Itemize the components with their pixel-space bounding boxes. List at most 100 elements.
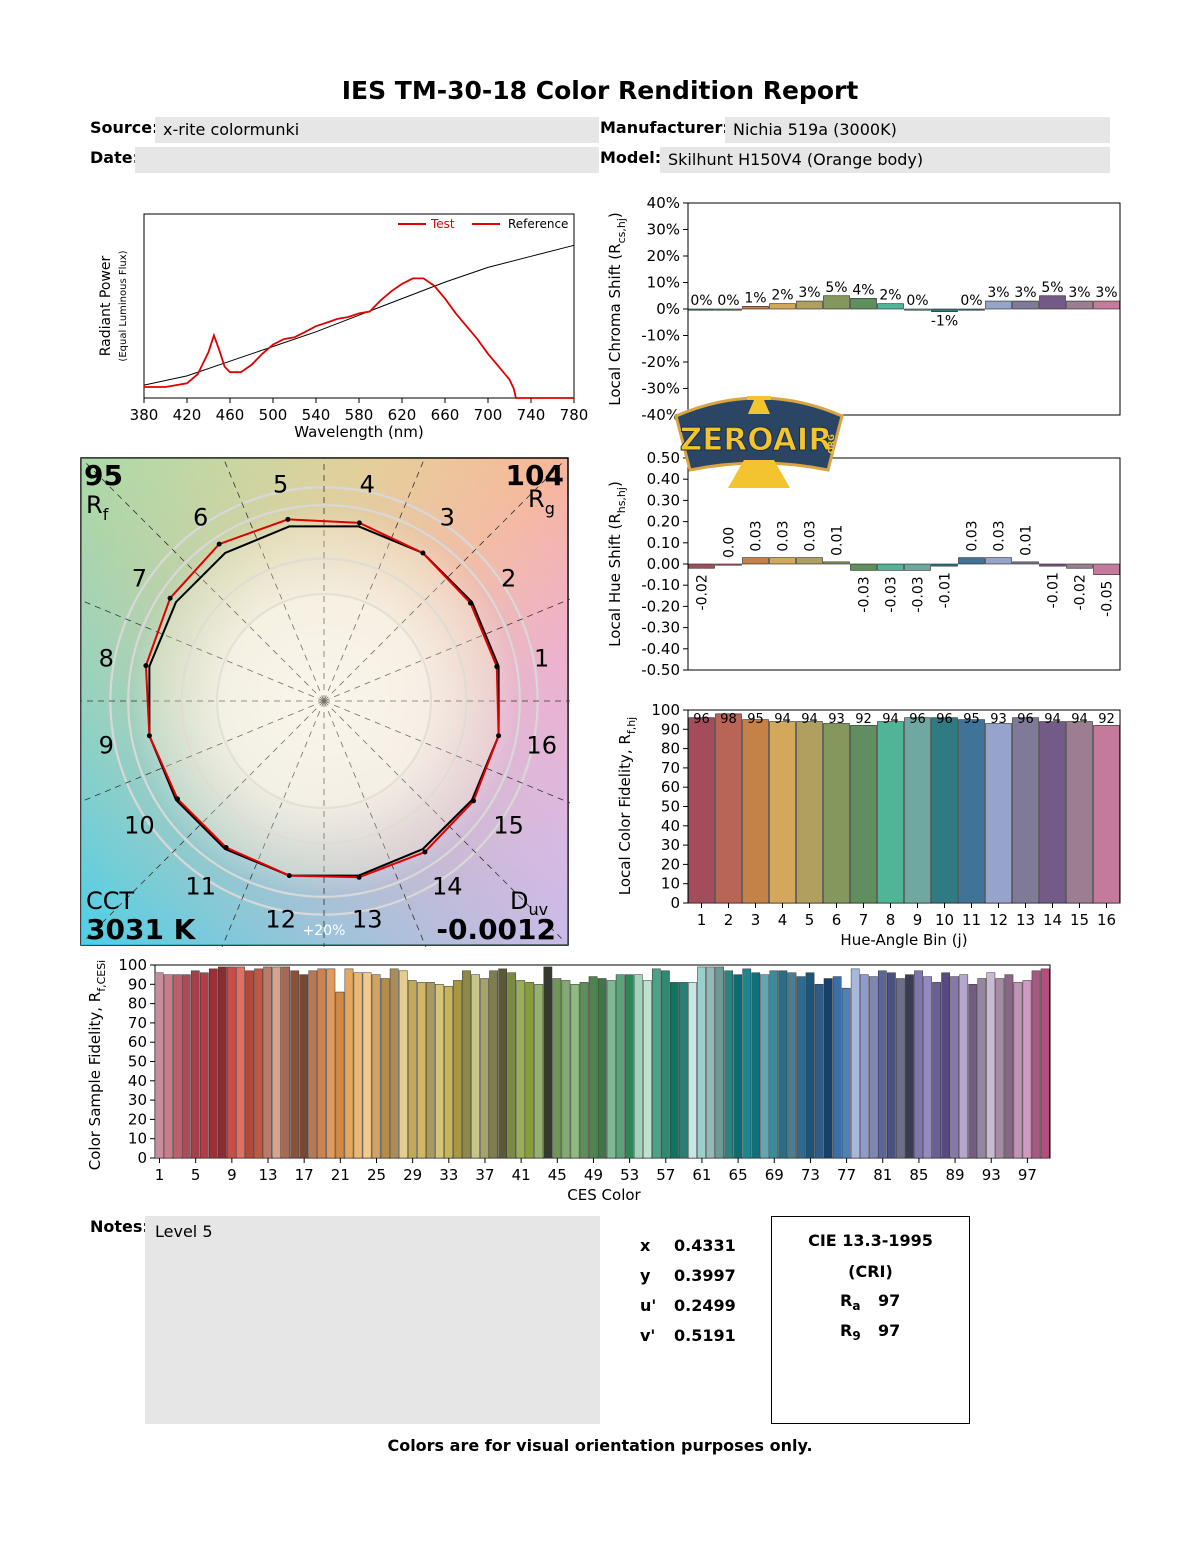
- cvg-bin-label-9: 9: [99, 731, 114, 759]
- lf-xtick-label: 10: [935, 911, 954, 929]
- ces-xtick-label: 57: [656, 1166, 675, 1184]
- cvg-bin-label-8: 8: [99, 645, 114, 673]
- logo-text: ZEROAIR: [680, 422, 833, 458]
- lf-ytick-label: 100: [651, 701, 680, 719]
- ces-xtick-label: 53: [620, 1166, 639, 1184]
- cvg-bin-label-3: 3: [440, 503, 455, 531]
- spd-xtick-label: 580: [345, 406, 374, 424]
- manufacturer-field: Nichia 519a (3000K): [725, 117, 1110, 143]
- ces-bar-2: [163, 974, 173, 1159]
- ces-bar-36: [471, 974, 480, 1159]
- v-prime-label: v': [640, 1326, 656, 1345]
- hue-bar-label: -0.03: [884, 576, 900, 612]
- u-prime-value: 0.2499: [674, 1296, 736, 1315]
- ces-xtick-label: 69: [765, 1166, 784, 1184]
- cvg-arrow-head: [494, 664, 500, 670]
- ces-bar-1: [154, 972, 164, 1159]
- ces-bar-51: [606, 980, 616, 1159]
- spd-xtick-label: 740: [517, 406, 546, 424]
- cvg-arrow-head: [356, 874, 362, 880]
- chroma-bar-16: [1093, 300, 1120, 310]
- ces-bar-44: [543, 966, 553, 1159]
- report-title: IES TM-30-18 Color Rendition Report: [341, 76, 859, 105]
- ces-bar-16: [290, 970, 300, 1159]
- hue-bar-label: 0.03: [803, 520, 819, 551]
- logo-tower-icon: [747, 396, 771, 414]
- ces-xtick-label: 25: [367, 1166, 386, 1184]
- lf-bar-12: [985, 723, 1012, 904]
- chroma-bar-4: [769, 303, 796, 310]
- chroma-bar-13: [1012, 300, 1039, 310]
- cvg-arrow-head: [146, 733, 152, 739]
- notes-box: Level 5: [145, 1216, 600, 1424]
- ces-ytick-label: 30: [128, 1091, 147, 1109]
- lf-ytick-label: 90: [661, 720, 680, 738]
- cvg-arrow-head: [422, 849, 428, 855]
- cvg-arrow-head: [468, 600, 473, 606]
- hue-bar-11: [958, 557, 985, 565]
- cvg-bin-label-10: 10: [124, 811, 155, 839]
- ces-xtick-label: 17: [295, 1166, 314, 1184]
- hue-bar-label: -0.02: [1073, 574, 1089, 610]
- ces-bar-52: [615, 974, 625, 1159]
- chroma-bar-label: 1%: [744, 290, 766, 306]
- hue-bar-15: [1066, 563, 1093, 569]
- lf-bar-label: 94: [801, 712, 818, 727]
- chroma-bar-label: 3%: [987, 285, 1009, 301]
- spd-xtick-label: 460: [216, 406, 245, 424]
- cct-value: 3031 K: [86, 913, 197, 946]
- hue-bar-label: -0.03: [911, 576, 927, 612]
- cvg-bin-label-1: 1: [534, 645, 549, 673]
- ces-bar-99: [1040, 968, 1050, 1159]
- ces-xtick-label: 1: [155, 1166, 165, 1184]
- ces-bar-96: [1013, 982, 1023, 1159]
- ces-bar-69: [769, 970, 779, 1159]
- ces-bar-41: [516, 980, 526, 1159]
- ces-bar-4: [181, 974, 191, 1159]
- cvg-arrow-head: [356, 520, 362, 526]
- chroma-ylabel: Local Chroma Shift (Rcs,hj): [606, 212, 628, 406]
- cvg-spoke: [80, 599, 325, 702]
- hue-bar-12: [985, 557, 1012, 565]
- ces-xtick-label: 81: [873, 1166, 892, 1184]
- r9-value: 97: [878, 1321, 901, 1340]
- hue-ytick-label: -0.20: [641, 597, 680, 615]
- ces-bar-24: [362, 972, 372, 1159]
- lf-bar-label: 96: [693, 712, 710, 727]
- ces-bar-88: [941, 972, 951, 1159]
- hue-ytick-label: 0.00: [647, 555, 680, 573]
- ces-bar-37: [480, 978, 489, 1159]
- lf-xtick-label: 13: [1016, 911, 1035, 929]
- duv-value: -0.0012: [436, 913, 556, 946]
- cri-title: CIE 13.3-1995: [808, 1231, 933, 1250]
- chroma-bar-label: 3%: [1095, 285, 1117, 301]
- ces-bar-19: [317, 968, 327, 1159]
- ces-bar-64: [724, 970, 734, 1159]
- ces-xtick-label: 93: [982, 1166, 1001, 1184]
- ces-bar-97: [1022, 980, 1032, 1159]
- lf-bar-label: 92: [855, 712, 872, 727]
- chroma-ytick-label: -40%: [641, 406, 680, 424]
- ces-bar-55: [642, 980, 652, 1159]
- ces-bar-81: [877, 970, 887, 1159]
- cvg-spoke: [83, 700, 325, 942]
- ces-ytick-label: 100: [118, 956, 147, 974]
- lf-bar-6: [823, 723, 850, 904]
- lf-bar-10: [931, 717, 958, 904]
- ces-xtick-label: 21: [331, 1166, 350, 1184]
- logo-road: [728, 460, 790, 488]
- lf-xtick-label: 14: [1043, 911, 1062, 929]
- ces-bar-87: [932, 982, 941, 1159]
- ces-ytick-label: 60: [128, 1033, 147, 1051]
- hue-bar-5: [796, 557, 823, 565]
- cvg-arrow-head: [167, 595, 173, 601]
- ces-bar-43: [534, 984, 544, 1159]
- ces-bar-71: [787, 972, 797, 1159]
- cvg-arrow-head: [223, 845, 229, 850]
- ces-bar-35: [462, 970, 471, 1159]
- ces-xtick-label: 61: [692, 1166, 711, 1184]
- duv-label: Duv: [510, 887, 548, 919]
- ces-bar-75: [823, 978, 833, 1159]
- model-label: Model:: [600, 148, 662, 167]
